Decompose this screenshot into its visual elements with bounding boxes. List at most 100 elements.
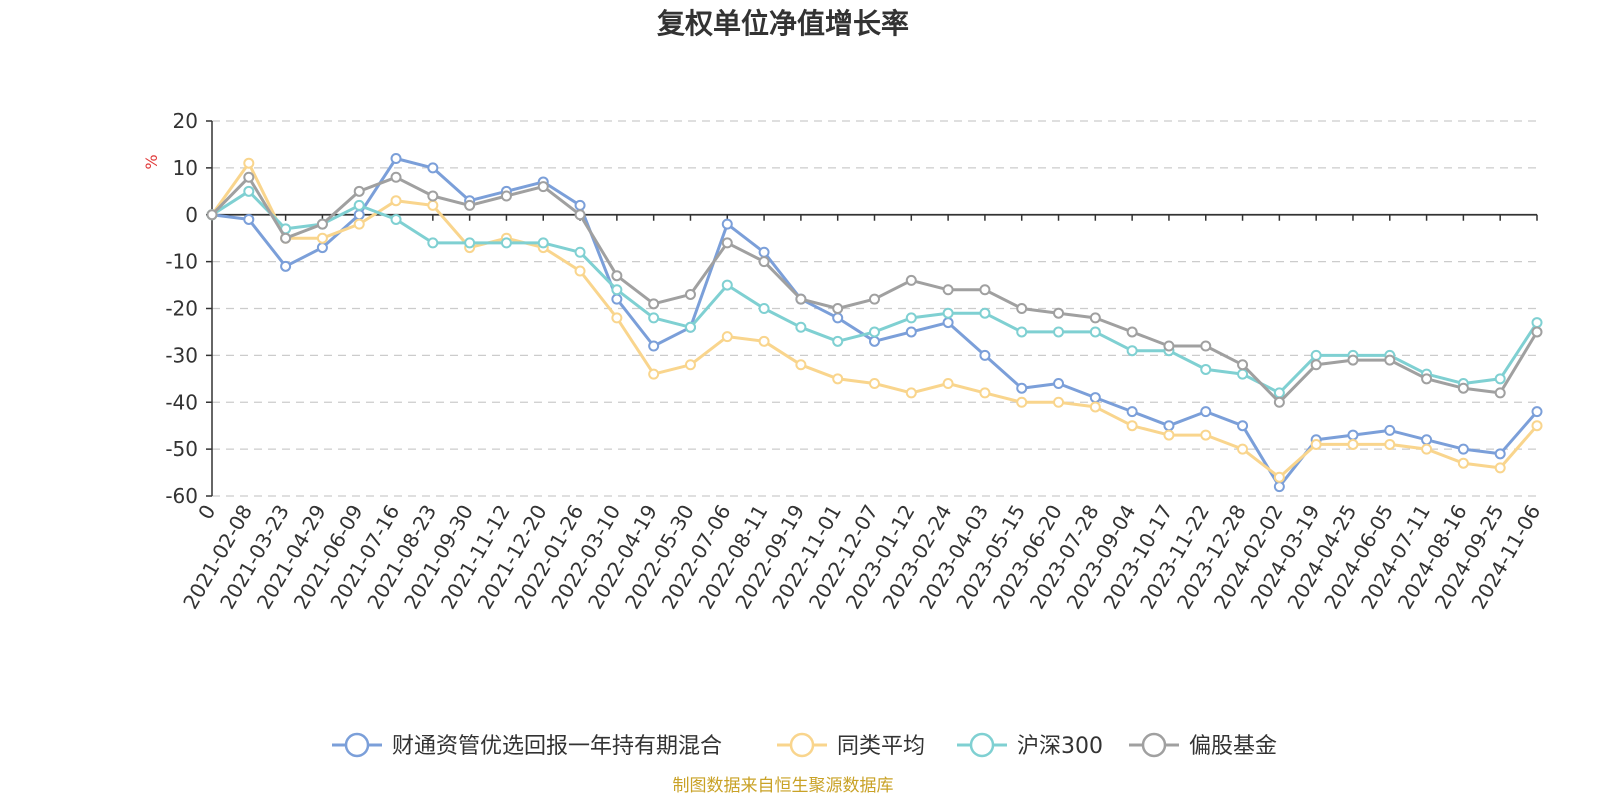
y-tick-label: -20 <box>165 297 198 321</box>
data-point <box>979 349 991 361</box>
data-point <box>1531 317 1543 329</box>
data-point <box>353 218 365 230</box>
data-point <box>611 293 623 305</box>
data-point <box>869 378 880 389</box>
legend-item[interactable]: 偏股基金 <box>1129 732 1277 759</box>
grid-lines <box>212 120 1537 497</box>
data-point <box>1273 387 1285 399</box>
data-point <box>427 237 439 249</box>
data-point <box>721 218 733 230</box>
data-point <box>1200 363 1212 375</box>
data-point <box>869 293 880 305</box>
data-point <box>390 213 402 225</box>
data-point <box>795 321 807 333</box>
data-point <box>1163 340 1175 352</box>
data-point <box>243 171 255 183</box>
y-axis-label: % <box>142 154 161 169</box>
data-point <box>1126 406 1138 418</box>
data-point <box>1053 396 1065 408</box>
data-point <box>1053 326 1065 338</box>
chart-title: 复权单位净值增长率 <box>657 7 909 40</box>
data-point <box>942 307 954 319</box>
data-point <box>832 335 844 347</box>
x-axis: 02021-02-082021-03-232021-04-292021-06-0… <box>178 213 1545 613</box>
data-point <box>353 209 365 221</box>
data-point <box>1384 438 1396 450</box>
data-point <box>1384 354 1396 366</box>
series-line <box>210 175 1539 404</box>
legend-marker-icon <box>344 732 370 758</box>
data-point <box>721 331 733 343</box>
data-point <box>1016 396 1028 408</box>
data-point <box>280 260 292 272</box>
legend-item[interactable]: 沪深300 <box>957 732 1103 759</box>
data-point <box>574 199 586 211</box>
data-point <box>1421 434 1433 446</box>
data-point <box>1200 429 1212 441</box>
data-point <box>1421 373 1433 385</box>
data-point <box>1126 345 1138 357</box>
data-point <box>832 303 844 314</box>
data-point <box>1347 429 1359 441</box>
data-point <box>1494 462 1506 474</box>
x-tick-label: 0 <box>193 501 220 524</box>
data-point <box>1531 420 1543 432</box>
data-point <box>1053 307 1065 319</box>
data-point <box>1237 420 1249 432</box>
data-point <box>942 284 954 296</box>
data-point <box>427 199 439 211</box>
data-point <box>942 317 954 329</box>
data-point <box>1421 443 1433 455</box>
data-point <box>648 312 660 324</box>
data-point <box>1237 368 1249 380</box>
series-line <box>211 157 1539 489</box>
series-line <box>210 161 1539 479</box>
legend-item[interactable]: 同类平均 <box>777 732 925 759</box>
data-point <box>832 312 844 324</box>
data-point <box>758 256 770 268</box>
data-point <box>1457 443 1469 455</box>
y-tick-label: -30 <box>165 343 198 367</box>
data-point <box>905 387 917 399</box>
source-note: 制图数据来自恒生聚源数据库 <box>673 776 894 796</box>
data-point <box>280 232 292 244</box>
data-point <box>1237 359 1249 371</box>
data-point <box>979 387 991 399</box>
data-point <box>1494 448 1506 460</box>
data-point <box>316 232 328 244</box>
data-point <box>574 246 586 258</box>
data-point <box>1016 326 1028 338</box>
data-point <box>1310 359 1322 371</box>
data-point <box>684 288 696 300</box>
y-tick-label: -10 <box>165 250 198 274</box>
data-point <box>1273 471 1285 483</box>
legend[interactable]: 财通资管优选回报一年持有期混合 同类平均 沪深300 偏股基金 <box>332 732 1277 759</box>
y-tick-label: -40 <box>165 390 198 414</box>
data-point <box>1126 420 1138 432</box>
legend-item[interactable]: 财通资管优选回报一年持有期混合 <box>332 732 722 759</box>
data-point <box>832 373 844 385</box>
data-point <box>537 181 549 193</box>
data-point <box>1457 457 1469 469</box>
data-point <box>684 359 696 371</box>
data-point <box>574 265 586 277</box>
data-point <box>353 185 365 197</box>
data-point <box>1531 406 1543 418</box>
data-point <box>1310 438 1322 450</box>
data-point <box>1089 392 1101 404</box>
data-point <box>464 199 476 211</box>
data-point <box>684 321 696 333</box>
y-tick-label: 10 <box>173 156 198 180</box>
data-point <box>1273 396 1285 408</box>
data-point <box>1347 354 1359 366</box>
data-point <box>648 368 660 380</box>
data-point <box>427 162 439 174</box>
legend-label: 财通资管优选回报一年持有期混合 <box>392 734 722 759</box>
data-point <box>1089 401 1101 413</box>
data-point <box>1016 382 1028 394</box>
data-point <box>721 237 733 249</box>
legend-label: 偏股基金 <box>1189 734 1277 759</box>
data-point <box>1163 429 1175 441</box>
data-point <box>1384 424 1396 436</box>
